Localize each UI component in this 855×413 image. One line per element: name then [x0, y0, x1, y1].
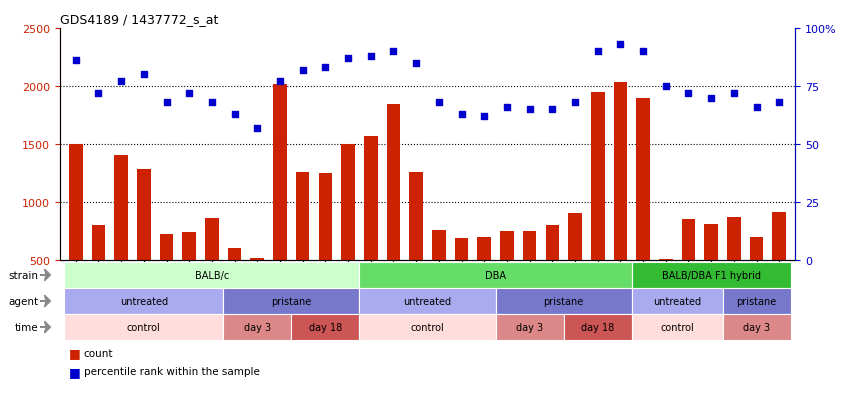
- Bar: [137, 170, 150, 260]
- Text: BALB/c: BALB/c: [195, 270, 229, 280]
- Bar: [477, 237, 491, 260]
- Text: strain: strain: [9, 270, 38, 280]
- Text: ■: ■: [68, 346, 80, 359]
- Point: [477, 114, 491, 120]
- Bar: [522, 231, 536, 260]
- Point: [410, 60, 423, 67]
- Bar: [319, 173, 333, 260]
- Point: [432, 100, 445, 106]
- Text: untreated: untreated: [653, 296, 701, 306]
- Text: control: control: [410, 322, 445, 332]
- Bar: [115, 156, 128, 260]
- Bar: [659, 259, 673, 260]
- Bar: [545, 225, 559, 260]
- Bar: [386, 105, 400, 260]
- Text: percentile rank within the sample: percentile rank within the sample: [84, 366, 260, 376]
- Point: [636, 49, 650, 55]
- Text: day 18: day 18: [309, 322, 342, 332]
- Bar: [91, 225, 105, 260]
- Text: pristane: pristane: [544, 296, 584, 306]
- Bar: [681, 220, 695, 260]
- Bar: [772, 213, 786, 260]
- Bar: [455, 238, 469, 260]
- Text: DBA: DBA: [485, 270, 506, 280]
- Point: [455, 111, 469, 118]
- Text: day 3: day 3: [516, 322, 543, 332]
- Point: [115, 79, 128, 85]
- Point: [500, 104, 514, 111]
- Point: [364, 53, 378, 60]
- Point: [659, 83, 673, 90]
- Point: [569, 100, 582, 106]
- Text: agent: agent: [9, 296, 38, 306]
- Text: day 3: day 3: [244, 322, 271, 332]
- Text: untreated: untreated: [404, 296, 451, 306]
- Text: count: count: [84, 348, 114, 358]
- Text: GDS4189 / 1437772_s_at: GDS4189 / 1437772_s_at: [60, 13, 218, 26]
- Point: [182, 90, 196, 97]
- Bar: [727, 217, 740, 260]
- Point: [705, 95, 718, 102]
- Bar: [705, 224, 718, 260]
- Bar: [182, 233, 196, 260]
- Bar: [500, 231, 514, 260]
- Text: BALB/DBA F1 hybrid: BALB/DBA F1 hybrid: [662, 270, 761, 280]
- Text: day 3: day 3: [743, 322, 770, 332]
- Point: [522, 107, 536, 113]
- Text: time: time: [15, 322, 38, 332]
- Point: [227, 111, 241, 118]
- Bar: [410, 172, 423, 260]
- Bar: [636, 98, 650, 260]
- Point: [772, 100, 786, 106]
- Bar: [432, 230, 445, 260]
- Point: [91, 90, 105, 97]
- Point: [545, 107, 559, 113]
- Text: control: control: [660, 322, 694, 332]
- Point: [319, 65, 333, 71]
- Text: pristane: pristane: [736, 296, 776, 306]
- Point: [614, 42, 628, 48]
- Text: control: control: [127, 322, 161, 332]
- Point: [681, 90, 695, 97]
- Point: [137, 72, 150, 78]
- Bar: [227, 249, 241, 260]
- Point: [273, 79, 286, 85]
- Point: [160, 100, 174, 106]
- Bar: [364, 136, 378, 260]
- Bar: [569, 214, 581, 260]
- Point: [750, 104, 764, 111]
- Point: [591, 49, 604, 55]
- Bar: [341, 145, 355, 260]
- Point: [341, 56, 355, 62]
- Text: pristane: pristane: [271, 296, 311, 306]
- Bar: [251, 258, 264, 260]
- Bar: [69, 145, 83, 260]
- Point: [386, 49, 400, 55]
- Bar: [296, 172, 310, 260]
- Text: ■: ■: [68, 365, 80, 378]
- Point: [727, 90, 740, 97]
- Bar: [274, 84, 286, 260]
- Point: [251, 125, 264, 132]
- Bar: [614, 83, 628, 260]
- Point: [205, 100, 219, 106]
- Point: [296, 67, 310, 74]
- Bar: [205, 218, 219, 260]
- Bar: [160, 235, 174, 260]
- Text: day 18: day 18: [581, 322, 615, 332]
- Text: untreated: untreated: [120, 296, 168, 306]
- Bar: [750, 237, 764, 260]
- Bar: [591, 93, 604, 260]
- Point: [69, 58, 83, 64]
